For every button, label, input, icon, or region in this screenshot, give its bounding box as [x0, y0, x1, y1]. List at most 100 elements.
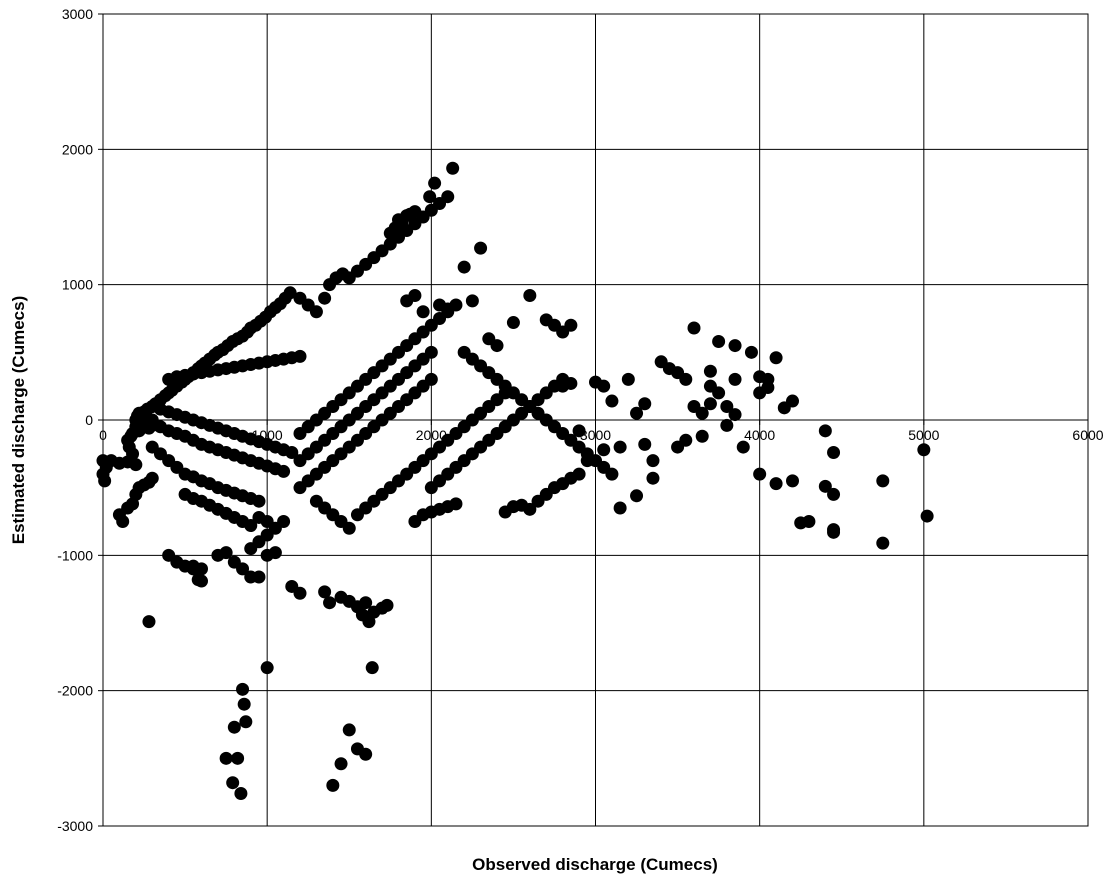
data-point-0-65 [283, 286, 297, 300]
data-point-0-381 [638, 437, 652, 451]
data-point-0-420 [827, 487, 841, 501]
data-point-0-340 [474, 241, 488, 255]
data-point-0-243 [416, 305, 430, 319]
data-point-0-177 [236, 562, 250, 576]
data-point-0-212 [239, 715, 253, 729]
data-point-0-85 [441, 190, 455, 204]
data-point-0-8 [129, 458, 143, 472]
data-point-0-195 [318, 585, 332, 599]
data-point-0-170 [244, 519, 258, 533]
data-point-0-410 [720, 399, 734, 413]
data-point-0-245 [400, 294, 414, 308]
data-point-0-161 [293, 349, 307, 363]
data-point-0-424 [876, 536, 890, 550]
data-point-0-184 [252, 510, 266, 524]
data-point-0-219 [334, 757, 348, 771]
data-point-0-349 [564, 318, 578, 332]
data-point-0-386 [679, 433, 693, 447]
data-point-0-382 [646, 454, 660, 468]
data-point-0-379 [630, 489, 644, 503]
data-point-0-338 [572, 467, 586, 481]
data-point-0-94 [428, 176, 442, 190]
data-point-0-371 [580, 454, 594, 468]
x-tick-label-5000: 5000 [908, 427, 939, 443]
data-point-0-19 [122, 440, 136, 454]
data-point-0-401 [786, 474, 799, 488]
y-tick-label-2000: 2000 [62, 141, 93, 157]
data-point-0-407 [695, 406, 709, 420]
data-point-0-413 [761, 381, 775, 395]
data-point-0-194 [293, 586, 307, 600]
data-point-0-427 [613, 501, 627, 515]
data-point-0-375 [605, 394, 619, 408]
data-point-0-405 [679, 372, 693, 386]
data-point-0-144 [285, 445, 299, 459]
data-point-0-211 [237, 697, 251, 711]
data-point-0-395 [736, 440, 750, 454]
data-point-0-399 [769, 477, 783, 491]
data-point-0-68 [309, 305, 323, 319]
data-point-0-210 [236, 682, 250, 696]
data-point-0-206 [365, 661, 379, 675]
data-point-0-423 [876, 474, 890, 488]
data-point-0-209 [195, 574, 208, 588]
data-point-0-403 [802, 515, 816, 528]
data-point-0-377 [621, 372, 635, 386]
x-tick-label-3000: 3000 [580, 427, 611, 443]
data-point-0-378 [630, 406, 644, 420]
data-point-0-281 [424, 372, 438, 386]
x-axis-title: Observed discharge (Cumecs) [472, 855, 718, 874]
data-point-0-126 [277, 464, 291, 478]
x-tick-label-0: 0 [99, 427, 107, 443]
data-point-0-216 [234, 787, 248, 801]
data-point-0-425 [917, 443, 931, 457]
data-point-0-389 [703, 364, 717, 378]
data-point-0-417 [818, 424, 832, 438]
data-point-0-93 [423, 190, 437, 204]
data-point-0-213 [227, 720, 241, 734]
data-point-0-208 [142, 615, 156, 629]
data-point-0-397 [753, 467, 767, 481]
data-point-0-196 [323, 596, 337, 610]
data-point-0-391 [712, 335, 726, 349]
data-point-0-373 [597, 379, 611, 393]
data-point-0-428 [605, 467, 619, 481]
data-point-0-396 [744, 345, 758, 359]
data-point-0-109 [252, 494, 266, 508]
data-point-0-411 [728, 408, 742, 422]
y-tick-label--3000: -3000 [57, 818, 93, 834]
data-point-0-69 [318, 291, 332, 305]
data-point-0-422 [827, 525, 841, 539]
data-point-0-205 [359, 596, 373, 610]
data-point-0-344 [506, 316, 520, 330]
data-point-0-414 [753, 370, 767, 384]
data-point-0-394 [728, 339, 742, 353]
data-point-0-392 [720, 418, 734, 432]
data-point-0-218 [326, 778, 340, 792]
data-point-0-387 [687, 321, 701, 335]
data-point-0-190 [252, 570, 266, 584]
data-point-0-376 [613, 440, 627, 454]
data-point-0-207 [260, 661, 274, 675]
data-point-0-214 [231, 751, 245, 765]
x-tick-label-4000: 4000 [744, 427, 775, 443]
data-point-0-217 [219, 751, 233, 765]
data-point-0-220 [342, 723, 356, 737]
data-point-0-264 [424, 345, 438, 359]
data-point-0-247 [441, 302, 455, 316]
data-point-0-369 [564, 376, 578, 390]
data-point-0-374 [597, 443, 611, 457]
y-tick-label--2000: -2000 [57, 683, 93, 699]
data-point-0-10 [116, 515, 130, 528]
x-tick-label-2000: 2000 [416, 427, 447, 443]
data-point-0-204 [380, 598, 394, 612]
y-axis-title: Estimated discharge (Cumecs) [9, 296, 28, 544]
data-points [96, 161, 934, 801]
data-point-0-390 [703, 397, 717, 411]
y-tick-label--1000: -1000 [57, 547, 93, 563]
y-tick-label-3000: 3000 [62, 6, 93, 22]
data-point-0-429 [646, 471, 660, 485]
gridlines [103, 14, 1088, 826]
